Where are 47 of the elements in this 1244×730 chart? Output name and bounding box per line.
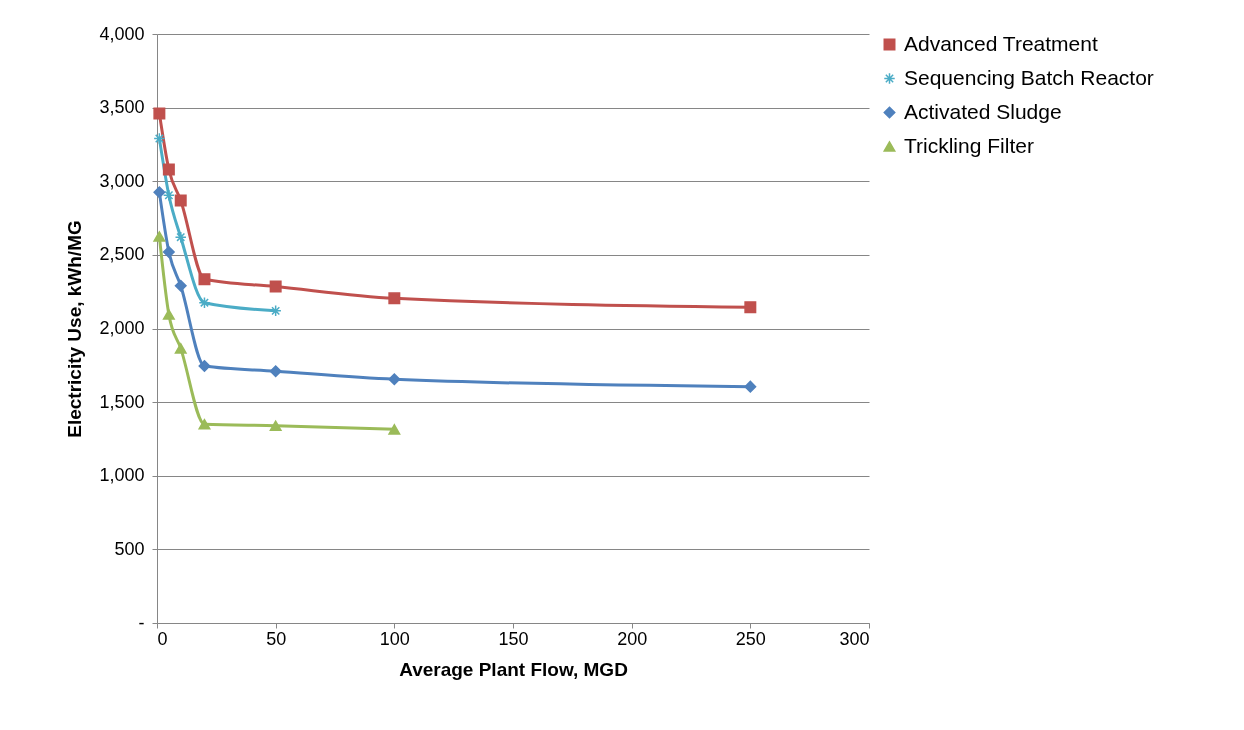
point: [174, 231, 187, 244]
point: [174, 343, 187, 354]
point: [162, 163, 175, 176]
point: [198, 418, 211, 430]
y-tick-label: 3,500: [99, 97, 145, 118]
point: [388, 424, 401, 435]
point: [198, 360, 211, 373]
x-tick-label: 150: [498, 628, 529, 649]
y-tick-label: 1,500: [99, 391, 145, 412]
x-tick-label: 0: [157, 628, 168, 649]
point: [153, 186, 166, 199]
point: [174, 279, 187, 292]
legend-label: Activated Sludge: [904, 99, 1062, 123]
point: [162, 245, 175, 258]
x-tick-label: 100: [379, 628, 410, 649]
legend-label: Trickling Filter: [904, 133, 1034, 157]
point: [153, 231, 166, 242]
x-tick-label: 250: [735, 628, 766, 649]
point: [162, 309, 175, 320]
point: [162, 189, 175, 202]
point: [744, 380, 757, 393]
y-tick-label: 4,000: [99, 23, 145, 44]
point: [269, 420, 282, 431]
point: [153, 132, 166, 145]
x-axis-title: Average Plant Flow, MGD: [399, 658, 628, 680]
y-tick-label: 3,000: [99, 170, 145, 191]
y-tick-label: 500: [114, 538, 145, 559]
y-tick-label: 2,500: [99, 244, 145, 265]
point: [269, 365, 282, 378]
point: [198, 273, 211, 286]
point: [388, 292, 401, 305]
point: [269, 304, 282, 317]
y-tick-label: 2,000: [99, 318, 145, 338]
x-tick-label: 200: [617, 628, 648, 649]
y-tick-label: -: [138, 612, 145, 633]
x-tick-label: 50: [266, 628, 287, 649]
y-tick-label: 1,000: [99, 465, 145, 486]
point: [153, 107, 166, 120]
point: [174, 194, 187, 207]
point: [198, 296, 211, 309]
point: [269, 280, 282, 293]
legend-label: Sequencing Batch Reactor: [904, 65, 1154, 89]
x-tick-label: 300: [839, 628, 870, 649]
legend-label: Advanced Treatment: [904, 31, 1098, 55]
point: [388, 373, 401, 386]
point: [744, 301, 757, 314]
y-axis-title: Electricity Use, kWh/MG: [64, 220, 86, 438]
